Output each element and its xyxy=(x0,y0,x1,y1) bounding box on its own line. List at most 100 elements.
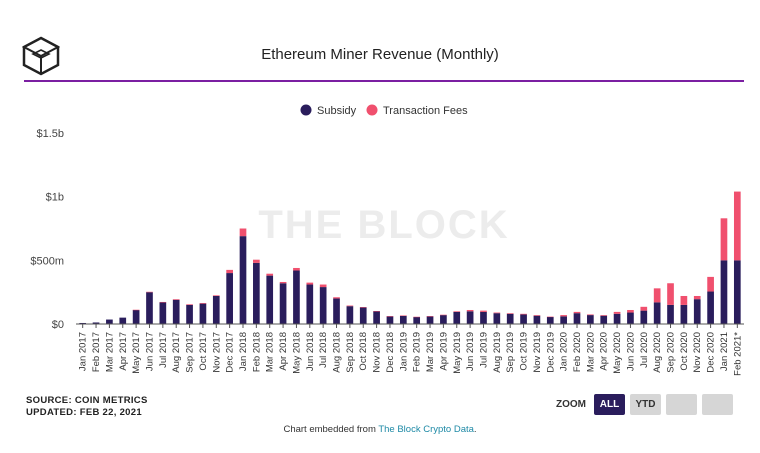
bar-transaction-fees[interactable] xyxy=(533,315,541,316)
zoom-all-button[interactable]: ALL xyxy=(594,394,625,415)
bar-subsidy[interactable] xyxy=(359,307,367,324)
bar-subsidy[interactable] xyxy=(680,304,688,324)
bar-transaction-fees[interactable] xyxy=(426,316,434,317)
bar-subsidy[interactable] xyxy=(640,310,648,324)
bar-transaction-fees[interactable] xyxy=(266,273,274,276)
bar-subsidy[interactable] xyxy=(413,316,421,324)
bar-transaction-fees[interactable] xyxy=(359,307,367,308)
bar-subsidy[interactable] xyxy=(159,302,167,324)
bar-subsidy[interactable] xyxy=(253,262,260,324)
bar-transaction-fees[interactable] xyxy=(627,309,634,313)
bar-subsidy[interactable] xyxy=(199,303,207,324)
bar-subsidy[interactable] xyxy=(146,292,153,324)
bar-subsidy[interactable] xyxy=(172,299,180,324)
bar-subsidy[interactable] xyxy=(333,298,340,324)
bar-transaction-fees[interactable] xyxy=(466,309,474,312)
bar-transaction-fees[interactable] xyxy=(212,295,220,296)
bar-subsidy[interactable] xyxy=(373,311,380,324)
bar-transaction-fees[interactable] xyxy=(226,269,233,274)
bar-subsidy[interactable] xyxy=(426,316,434,324)
bar-subsidy[interactable] xyxy=(480,311,487,324)
bar-transaction-fees[interactable] xyxy=(613,311,621,314)
bar-transaction-fees[interactable] xyxy=(279,281,287,284)
bar-subsidy[interactable] xyxy=(79,322,87,324)
bar-transaction-fees[interactable] xyxy=(293,267,300,271)
bar-subsidy[interactable] xyxy=(493,313,501,324)
bar-transaction-fees[interactable] xyxy=(186,304,193,305)
bar-transaction-fees[interactable] xyxy=(373,311,380,312)
bar-transaction-fees[interactable] xyxy=(520,313,527,315)
bar-subsidy[interactable] xyxy=(399,315,407,324)
bar-subsidy[interactable] xyxy=(546,316,554,324)
embed-link[interactable]: The Block Crypto Data xyxy=(378,424,474,435)
bar-transaction-fees[interactable] xyxy=(733,191,741,261)
bar-subsidy[interactable] xyxy=(627,312,634,324)
bar-subsidy[interactable] xyxy=(733,260,741,324)
bar-transaction-fees[interactable] xyxy=(573,311,581,314)
bar-transaction-fees[interactable] xyxy=(159,301,167,303)
bar-transaction-fees[interactable] xyxy=(413,316,421,318)
bar-transaction-fees[interactable] xyxy=(720,218,728,261)
bar-subsidy[interactable] xyxy=(533,315,541,324)
bar-subsidy[interactable] xyxy=(667,304,674,324)
legend[interactable]: Subsidy Transaction Fees xyxy=(300,104,469,118)
zoom-option-button-4[interactable] xyxy=(702,394,733,415)
legend-subsidy-label[interactable]: Subsidy xyxy=(317,105,357,117)
bar-subsidy[interactable] xyxy=(226,273,233,324)
bar-subsidy[interactable] xyxy=(132,309,140,324)
bar-transaction-fees[interactable] xyxy=(333,297,340,299)
bar-transaction-fees[interactable] xyxy=(306,282,314,285)
bar-transaction-fees[interactable] xyxy=(587,314,594,316)
bar-transaction-fees[interactable] xyxy=(319,284,327,288)
bar-subsidy[interactable] xyxy=(279,283,287,324)
bar-subsidy[interactable] xyxy=(560,316,567,324)
bar-transaction-fees[interactable] xyxy=(399,315,407,316)
bar-subsidy[interactable] xyxy=(587,315,594,324)
bar-transaction-fees[interactable] xyxy=(560,315,567,317)
zoom-ytd-button[interactable]: YTD xyxy=(630,394,661,415)
bar-transaction-fees[interactable] xyxy=(693,295,701,300)
bar-transaction-fees[interactable] xyxy=(680,295,688,305)
zoom-option-button-3[interactable] xyxy=(666,394,697,415)
bar-transaction-fees[interactable] xyxy=(546,316,554,318)
bar-transaction-fees[interactable] xyxy=(253,259,260,263)
bar-transaction-fees[interactable] xyxy=(199,302,207,304)
bar-subsidy[interactable] xyxy=(293,270,300,324)
legend-fees-label[interactable]: Transaction Fees xyxy=(383,105,468,117)
bar-subsidy[interactable] xyxy=(266,275,274,324)
bar-subsidy[interactable] xyxy=(506,313,514,324)
bar-subsidy[interactable] xyxy=(600,315,608,324)
bar-transaction-fees[interactable] xyxy=(440,314,447,316)
bar-transaction-fees[interactable] xyxy=(600,315,608,316)
bar-transaction-fees[interactable] xyxy=(667,283,674,305)
bar-transaction-fees[interactable] xyxy=(386,316,394,317)
bar-transaction-fees[interactable] xyxy=(653,288,661,303)
bar-transaction-fees[interactable] xyxy=(453,311,461,312)
bar-transaction-fees[interactable] xyxy=(640,306,648,311)
bar-subsidy[interactable] xyxy=(613,313,621,324)
bar-subsidy[interactable] xyxy=(520,314,527,324)
bar-transaction-fees[interactable] xyxy=(346,305,354,307)
bar-subsidy[interactable] xyxy=(92,322,100,324)
bar-subsidy[interactable] xyxy=(319,287,327,324)
bar-subsidy[interactable] xyxy=(386,316,394,324)
bar-subsidy[interactable] xyxy=(466,311,474,324)
bar-subsidy[interactable] xyxy=(453,311,461,324)
bar-subsidy[interactable] xyxy=(106,319,113,324)
bar-subsidy[interactable] xyxy=(440,315,447,324)
bar-subsidy[interactable] xyxy=(306,284,314,324)
bar-subsidy[interactable] xyxy=(573,313,581,324)
bar-subsidy[interactable] xyxy=(693,299,701,324)
bar-transaction-fees[interactable] xyxy=(707,276,714,292)
bar-transaction-fees[interactable] xyxy=(132,309,140,311)
bar-subsidy[interactable] xyxy=(346,306,354,324)
bar-subsidy[interactable] xyxy=(186,304,193,324)
bar-subsidy[interactable] xyxy=(239,236,247,324)
bar-subsidy[interactable] xyxy=(212,295,220,324)
bar-transaction-fees[interactable] xyxy=(506,313,514,314)
bar-subsidy[interactable] xyxy=(653,302,661,324)
bar-subsidy[interactable] xyxy=(119,317,127,324)
bar-transaction-fees[interactable] xyxy=(172,299,180,300)
bar-transaction-fees[interactable] xyxy=(493,312,501,314)
bar-transaction-fees[interactable] xyxy=(146,291,153,293)
